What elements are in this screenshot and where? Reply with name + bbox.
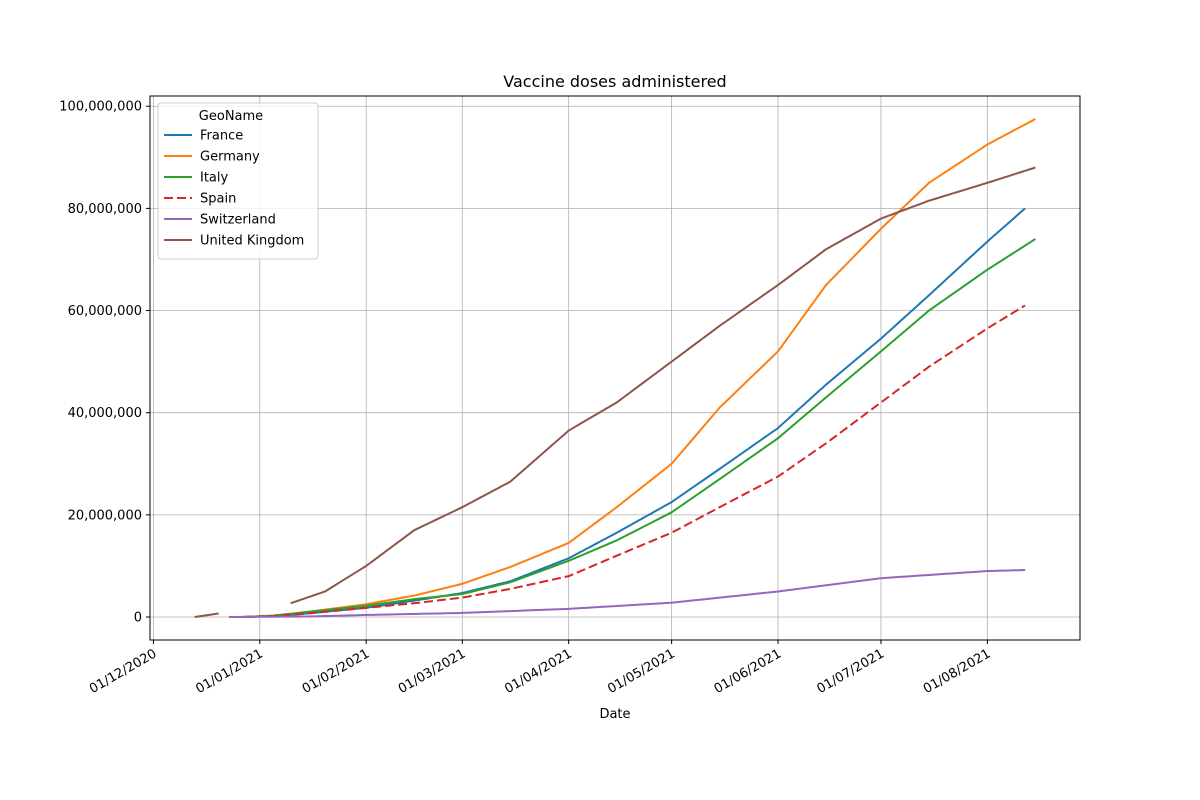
- x-tick-label: 01/07/2021: [815, 646, 887, 696]
- series-line-switzerland: [228, 569, 1026, 619]
- plot-frame: [149, 95, 1081, 641]
- legend-title: GeoName: [199, 109, 263, 124]
- legend-entry: Spain: [200, 192, 236, 207]
- series-line-united-kingdom: [290, 166, 1036, 605]
- series-line-italy: [242, 238, 1036, 619]
- series-line-united-kingdom: [194, 612, 219, 618]
- legend: GeoName France Germany Italy Spain Switzerlan…: [157, 102, 319, 260]
- y-axis: 0 20,000,000 40,000,000 60,000,000 80,000,00…: [59, 100, 150, 626]
- series-line-spain: [242, 304, 1026, 619]
- x-axis-label: Date: [599, 707, 630, 722]
- y-tick-label: 20,000,000: [68, 508, 142, 523]
- legend-box: [157, 102, 319, 260]
- x-tick-label: 01/02/2021: [300, 646, 372, 696]
- x-tick-label: 01/08/2021: [921, 646, 993, 696]
- x-axis: 01/12/2020 01/01/2021 01/02/2021 01/03/2021…: [87, 640, 993, 697]
- legend-entry: United Kingdom: [200, 234, 304, 249]
- x-tick-label: 01/03/2021: [396, 646, 468, 696]
- x-tick-label: 01/12/2020: [87, 646, 159, 696]
- y-tick-label: 60,000,000: [68, 304, 142, 319]
- x-tick-label: 01/01/2021: [193, 646, 265, 696]
- legend-entry: Germany: [200, 150, 260, 165]
- y-tick-label: 0: [134, 611, 142, 626]
- legend-entry: France: [200, 129, 243, 144]
- legend-entry: Switzerland: [200, 213, 276, 228]
- series-line-germany: [242, 118, 1036, 619]
- y-tick-label: 100,000,000: [59, 100, 142, 115]
- series-lines: [194, 118, 1036, 619]
- x-tick-label: 01/04/2021: [502, 646, 574, 696]
- x-tick-label: 01/06/2021: [712, 646, 784, 696]
- legend-entry: Italy: [200, 171, 229, 186]
- chart-title: Vaccine doses administered: [503, 72, 726, 91]
- y-tick-label: 40,000,000: [68, 406, 142, 421]
- x-tick-label: 01/05/2021: [605, 646, 677, 696]
- y-tick-label: 80,000,000: [68, 202, 142, 217]
